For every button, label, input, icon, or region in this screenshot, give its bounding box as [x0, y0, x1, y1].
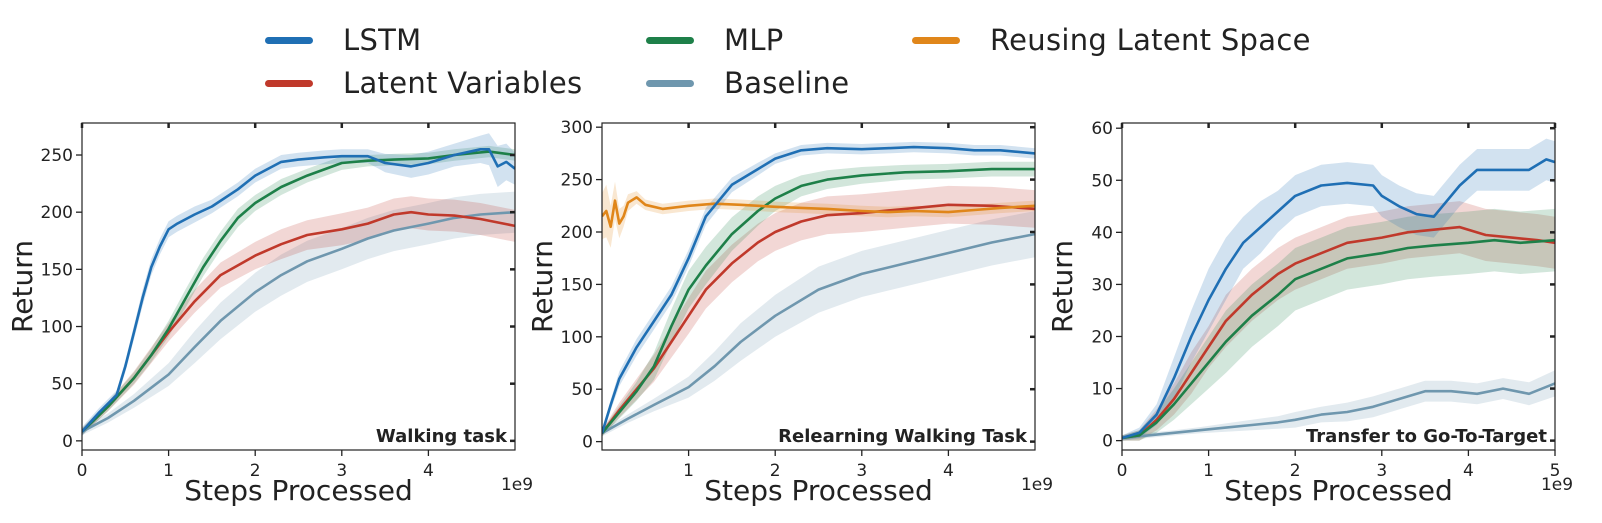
y-tick-label: 0: [62, 432, 73, 452]
panel-annotation: Walking task: [376, 426, 508, 447]
x-tick-label: 5: [1550, 461, 1561, 481]
band-lstm: [82, 133, 515, 437]
y-tick-label: 150: [561, 275, 593, 295]
x-axis-exponent: 1e9: [1541, 475, 1573, 495]
band-baseline: [1122, 370, 1555, 441]
y-tick-label: 60: [1091, 119, 1113, 139]
series-line-lstm: [82, 148, 515, 433]
x-tick-label: 1: [163, 461, 174, 481]
x-axis-label: Steps Processed: [1224, 474, 1452, 507]
legend-swatch-latent-variables: [265, 79, 313, 87]
legend-label-mlp: MLP: [724, 23, 784, 57]
chart-legend: LSTM Latent Variables MLP Baseline Reusi…: [0, 0, 1602, 110]
series-line-baseline: [82, 210, 515, 433]
y-tick-label: 250: [561, 171, 593, 191]
x-tick-label: 4: [943, 461, 954, 481]
band-latent-variables: [82, 196, 515, 436]
y-tick-label: 30: [1091, 275, 1113, 295]
y-tick-label: 0: [582, 433, 593, 453]
band-mlp: [602, 161, 1035, 437]
legend-item-latent-variables: Latent Variables: [265, 63, 582, 103]
x-tick-label: 0: [1117, 461, 1128, 481]
x-tick-label: 4: [1463, 461, 1474, 481]
plot-frame: [601, 122, 1036, 451]
series-line-mlp: [82, 150, 515, 433]
y-tick-label: 150: [41, 260, 73, 280]
y-tick-label: 40: [1091, 223, 1113, 243]
legend-swatch-reusing-latent-space: [912, 36, 960, 44]
plot-frame: [81, 122, 516, 451]
series-line-latent-variables: [1122, 225, 1555, 440]
band-latent-variables: [602, 185, 1035, 437]
x-tick-label: 1: [683, 461, 694, 481]
band-lstm: [602, 141, 1035, 437]
band-lstm: [1122, 138, 1555, 441]
x-axis-exponent: 1e9: [501, 475, 533, 495]
panel-annotation: Transfer to Go-To-Target: [1306, 426, 1547, 447]
band-reusing-latent-space: [602, 181, 1035, 248]
legend-swatch-baseline: [646, 79, 694, 87]
series-line-mlp: [602, 167, 1035, 435]
x-tick-label: 3: [1376, 461, 1387, 481]
y-tick-label: 50: [1091, 171, 1113, 191]
series-line-mlp: [1122, 238, 1555, 440]
series-line-reusing-latent-space: [602, 196, 1035, 229]
x-axis-label: Steps Processed: [704, 474, 932, 507]
legend-item-baseline: Baseline: [646, 63, 849, 103]
y-tick-label: 100: [561, 328, 593, 348]
x-axis-exponent: 1e9: [1021, 475, 1053, 495]
legend-label-latent-variables: Latent Variables: [343, 66, 583, 100]
band-mlp: [1122, 208, 1555, 441]
x-tick-label: 4: [423, 461, 434, 481]
y-tick-label: 10: [1091, 380, 1113, 400]
y-axis-label: Return: [6, 240, 39, 333]
chart-panel-2: 1 2 3 4 0 50 100 150 200 250 300 Steps Processed 1e9…: [526, 118, 1053, 507]
y-tick-label: 50: [571, 380, 593, 400]
x-tick-label: 3: [856, 461, 867, 481]
x-tick-label: 1: [1203, 461, 1214, 481]
x-tick-label: 2: [770, 461, 781, 481]
x-axis-label: Steps Processed: [184, 474, 412, 507]
legend-label-baseline: Baseline: [724, 66, 850, 100]
legend-swatch-lstm: [265, 36, 313, 44]
y-tick-label: 200: [561, 223, 593, 243]
y-tick-label: 0: [1102, 432, 1113, 452]
legend-item-reusing-latent-space: Reusing Latent Space: [912, 20, 1311, 60]
x-tick-label: 3: [336, 461, 347, 481]
band-baseline: [602, 211, 1035, 437]
chart-panel-1: 0 1 2 3 4 0 50 100 150 200 250 Steps Processed 1e9 Re…: [6, 122, 533, 507]
series-line-baseline: [602, 232, 1035, 435]
y-axis-label: Return: [1046, 240, 1079, 333]
legend-swatch-mlp: [646, 36, 694, 44]
series-line-lstm: [1122, 158, 1555, 440]
series-line-lstm: [602, 145, 1035, 434]
y-tick-label: 50: [51, 375, 73, 395]
x-tick-label: 2: [1290, 461, 1301, 481]
panel-annotation: Relearning Walking Task: [778, 426, 1028, 447]
plot-frame: [1121, 122, 1556, 451]
y-tick-label: 20: [1091, 327, 1113, 347]
y-tick-label: 100: [41, 318, 73, 338]
legend-item-lstm: LSTM: [265, 20, 422, 60]
y-tick-label: 250: [41, 146, 73, 166]
y-tick-label: 200: [41, 203, 73, 223]
y-axis-label: Return: [526, 240, 559, 333]
y-tick-label: 300: [561, 118, 593, 138]
x-tick-label: 2: [250, 461, 261, 481]
band-latent-variables: [1122, 201, 1555, 441]
x-tick-label: 0: [77, 461, 88, 481]
series-line-baseline: [1122, 382, 1555, 440]
legend-label-lstm: LSTM: [343, 23, 422, 57]
legend-item-mlp: MLP: [646, 20, 784, 60]
legend-label-reusing-latent-space: Reusing Latent Space: [990, 23, 1311, 57]
